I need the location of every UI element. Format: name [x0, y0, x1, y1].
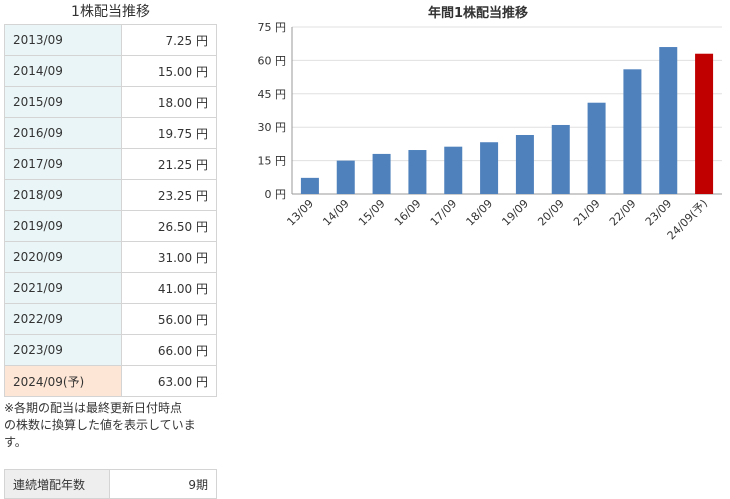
- bar: [444, 146, 463, 194]
- table-row: 2020/09 31.00 円: [4, 241, 217, 273]
- table-row: 2019/09 26.50 円: [4, 210, 217, 242]
- row-year: 2022/09: [4, 303, 122, 335]
- row-value: 41.00 円: [121, 272, 217, 304]
- row-value: 56.00 円: [121, 303, 217, 335]
- x-tick-label: 15/09: [356, 197, 388, 229]
- row-year: 2020/09: [4, 241, 122, 273]
- y-tick-label: 30 円: [258, 121, 287, 134]
- row-value: 63.00 円: [121, 365, 217, 397]
- bar: [515, 134, 534, 194]
- x-tick-label: 14/09: [320, 197, 352, 229]
- bar: [372, 153, 391, 194]
- row-year: 2013/09: [4, 24, 122, 56]
- streak-row: 連続増配年数 9期: [4, 469, 217, 499]
- x-tick-label: 23/09: [643, 197, 675, 229]
- row-year: 2014/09: [4, 55, 122, 87]
- row-value: 26.50 円: [121, 210, 217, 242]
- row-year: 2016/09: [4, 117, 122, 149]
- bar: [551, 124, 570, 194]
- row-value: 31.00 円: [121, 241, 217, 273]
- table-row: 2014/09 15.00 円: [4, 55, 217, 87]
- table-title: 1株配当推移: [71, 4, 150, 20]
- x-tick-label: 16/09: [392, 197, 424, 229]
- y-tick-label: 15 円: [258, 155, 287, 168]
- bar: [480, 142, 499, 194]
- row-value: 18.00 円: [121, 86, 217, 118]
- table-row: 2013/09 7.25 円: [4, 24, 217, 56]
- x-tick-label: 13/09: [284, 197, 316, 229]
- table-row: 2023/09 66.00 円: [4, 334, 217, 366]
- table-row: 2022/09 56.00 円: [4, 303, 217, 335]
- y-tick-label: 75 円: [258, 21, 287, 34]
- y-tick-label: 45 円: [258, 88, 287, 101]
- bar: [336, 160, 355, 194]
- row-year: 2017/09: [4, 148, 122, 180]
- bar: [623, 69, 642, 194]
- note-line-2: の株数に換算した値を表示しています。: [4, 418, 196, 449]
- table-row: 2015/09 18.00 円: [4, 86, 217, 118]
- chart-svg: 0 円 15 円 30 円 45 円 60 円 75 円 13/09 14/09 15/09 16…: [258, 21, 722, 242]
- row-value: 23.25 円: [121, 179, 217, 211]
- row-year: 2024/09(予): [4, 365, 122, 397]
- bar: [408, 150, 427, 194]
- row-year: 2021/09: [4, 272, 122, 304]
- bar: [587, 102, 606, 194]
- streak-label: 連続増配年数: [4, 469, 110, 499]
- table-row: 2018/09 23.25 円: [4, 179, 217, 211]
- row-value: 66.00 円: [121, 334, 217, 366]
- table-note: ※各期の配当は最終更新日付時点 の株数に換算した値を表示しています。: [4, 400, 217, 451]
- x-tick-label: 19/09: [499, 197, 531, 229]
- chart-title: 年間1株配当推移: [427, 6, 529, 21]
- bar: [695, 53, 714, 194]
- x-tick-label: 18/09: [464, 197, 496, 229]
- table-row: 2017/09 21.25 円: [4, 148, 217, 180]
- x-tick-label: 17/09: [428, 197, 460, 229]
- table-row: 2024/09(予) 63.00 円: [4, 365, 217, 397]
- y-tick-label: 0 円: [265, 188, 287, 201]
- row-year: 2023/09: [4, 334, 122, 366]
- note-line-1: ※各期の配当は最終更新日付時点: [4, 401, 183, 415]
- table-row: 2021/09 41.00 円: [4, 272, 217, 304]
- row-year: 2019/09: [4, 210, 122, 242]
- row-value: 7.25 円: [121, 24, 217, 56]
- x-tick-label: 21/09: [571, 197, 603, 229]
- bar: [300, 177, 319, 194]
- row-value: 19.75 円: [121, 117, 217, 149]
- streak-value: 9期: [109, 469, 217, 499]
- bar: [659, 47, 678, 194]
- x-tick-label: 20/09: [535, 197, 567, 229]
- x-tick-label: 22/09: [607, 197, 639, 229]
- table-row: 2016/09 19.75 円: [4, 117, 217, 149]
- streak-table: 連続増配年数 9期: [4, 469, 217, 499]
- row-year: 2018/09: [4, 179, 122, 211]
- row-value: 21.25 円: [121, 148, 217, 180]
- dividend-table: 2013/09 7.25 円 2014/09 15.00 円 2015/09 18.00 …: [4, 24, 217, 397]
- y-tick-label: 60 円: [258, 54, 287, 67]
- dividend-chart: 年間1株配当推移 0 円 15 円 30 円 45 円 60 円 75 円 13/09 14/…: [228, 0, 728, 300]
- row-value: 15.00 円: [121, 55, 217, 87]
- dividend-table-panel: 1株配当推移 2013/09 7.25 円 2014/09 15.00 円 2015/0…: [4, 0, 217, 499]
- row-year: 2015/09: [4, 86, 122, 118]
